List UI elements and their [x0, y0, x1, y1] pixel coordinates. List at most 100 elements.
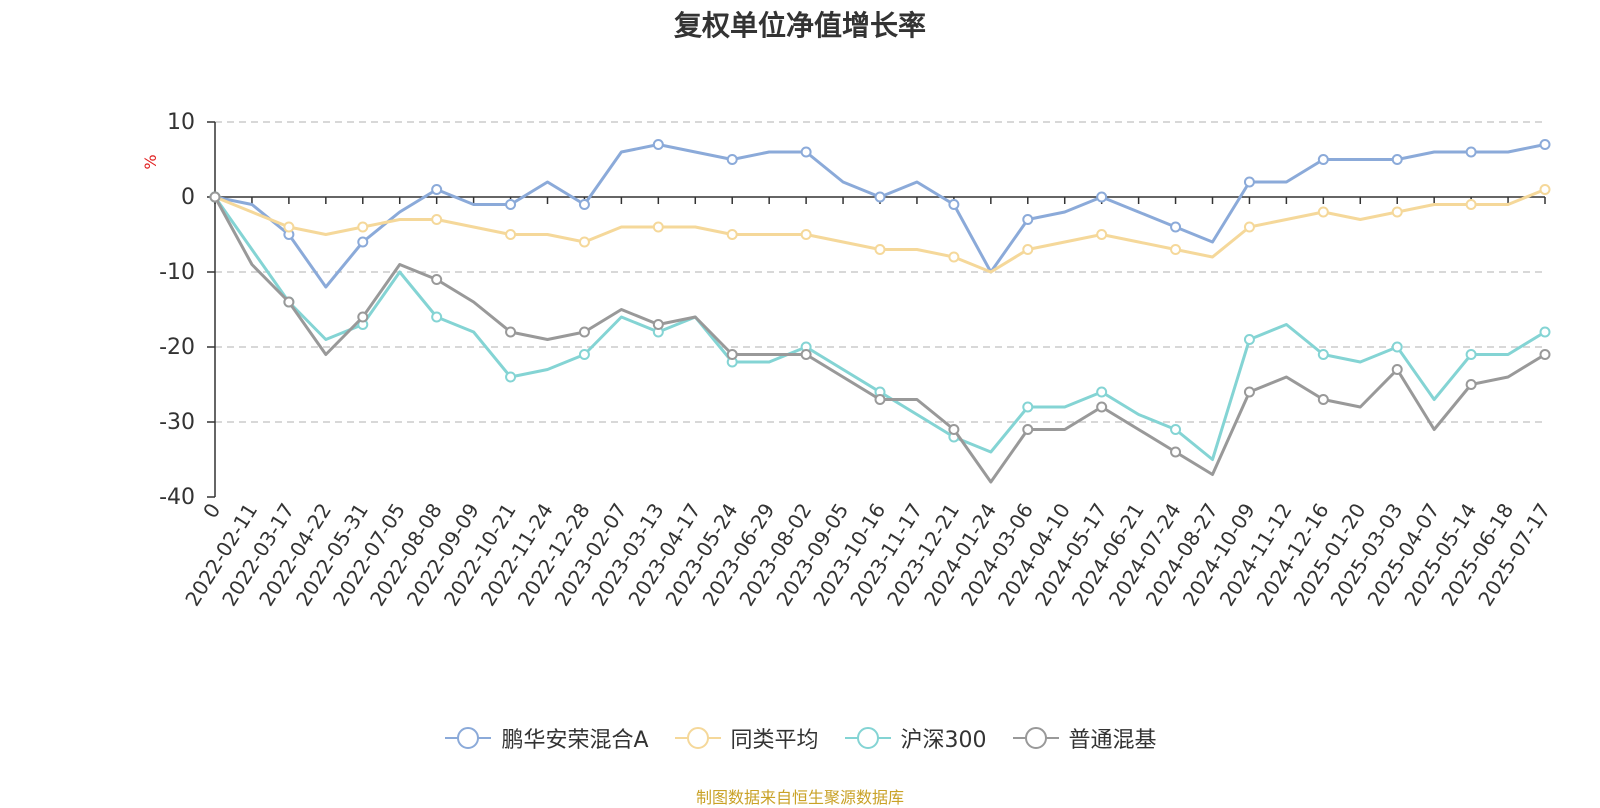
- data-point: [505, 229, 517, 240]
- data-point: [1539, 349, 1551, 360]
- data-point: [1465, 379, 1477, 390]
- data-point: [431, 311, 443, 323]
- data-point: [1170, 424, 1182, 435]
- legend-marker-icon: [1012, 727, 1059, 749]
- data-point: [578, 236, 590, 248]
- legend-item-2[interactable]: 同类平均: [673, 722, 819, 754]
- data-point: [726, 154, 738, 165]
- data-point: [578, 349, 590, 360]
- data-point: [578, 199, 590, 210]
- data-point: [431, 214, 443, 225]
- data-point: [357, 236, 369, 248]
- data-point: [1022, 244, 1034, 255]
- data-point: [1539, 184, 1551, 195]
- series-line: [213, 195, 1547, 484]
- data-point: [948, 199, 960, 210]
- data-point: [1170, 221, 1182, 233]
- axes: [207, 121, 1546, 498]
- series-2: [209, 184, 1551, 274]
- data-point: [726, 349, 738, 360]
- data-point: [1317, 394, 1329, 405]
- data-point: [357, 221, 369, 233]
- legend-marker-icon: [844, 727, 891, 749]
- data-point: [1391, 341, 1403, 353]
- data-point: [1243, 176, 1255, 188]
- legend-marker-icon: [674, 727, 721, 749]
- line-chart: 10 0 -10 -20 -30 -40 02022-02-112022-03-17202…: [141, 110, 1555, 610]
- x-tick-label: 0: [198, 499, 225, 523]
- data-point: [800, 349, 812, 360]
- data-point: [505, 199, 517, 210]
- y-tick-label: -10: [159, 260, 195, 285]
- data-point: [1465, 199, 1477, 210]
- data-point: [1391, 154, 1403, 165]
- legend-label: 同类平均: [730, 728, 819, 753]
- data-point: [874, 244, 886, 255]
- data-point: [1317, 206, 1329, 218]
- y-tick-label: -40: [159, 485, 195, 510]
- data-point: [1539, 326, 1551, 338]
- legend-label: 鹏华安荣混合A: [501, 728, 649, 753]
- data-point: [874, 191, 886, 203]
- data-point: [1317, 349, 1329, 360]
- data-point: [505, 371, 517, 383]
- data-point: [1096, 191, 1108, 203]
- data-point: [283, 221, 295, 233]
- x-tick-labels: 02022-02-112022-03-172022-04-222022-05-3…: [180, 499, 1555, 610]
- data-point: [948, 424, 960, 435]
- data-point: [800, 229, 812, 240]
- legend-item-3[interactable]: 沪深300: [843, 722, 987, 754]
- legend-label: 普通混基: [1068, 728, 1157, 753]
- data-point: [800, 146, 812, 158]
- data-point: [874, 394, 886, 405]
- data-point: [431, 184, 443, 195]
- data-point: [1391, 206, 1403, 218]
- data-point: [578, 326, 590, 338]
- legend-item-1[interactable]: 鹏华安荣混合A: [443, 722, 649, 754]
- legend: 鹏华安荣混合A 同类平均 沪深300 普通混基: [0, 722, 1600, 757]
- data-point: [209, 191, 221, 203]
- y-tick-label: 10: [167, 110, 195, 135]
- chart-title: 复权单位净值增长率: [673, 9, 926, 42]
- data-point: [431, 274, 443, 285]
- data-point: [1170, 244, 1182, 255]
- data-point: [1170, 446, 1182, 458]
- source-note: 制图数据来自恒生聚源数据库: [695, 788, 904, 807]
- data-point: [505, 326, 517, 338]
- data-point: [1096, 229, 1108, 240]
- y-tick-label: -20: [159, 335, 195, 360]
- data-point: [1243, 221, 1255, 233]
- data-point: [1465, 146, 1477, 158]
- series-3: [209, 191, 1551, 461]
- grid-lines: [215, 121, 1545, 423]
- data-point: [1096, 386, 1108, 398]
- data-point: [726, 229, 738, 240]
- y-tick-label: 0: [181, 185, 195, 210]
- data-point: [652, 221, 664, 233]
- data-point: [1022, 401, 1034, 413]
- data-point: [357, 311, 369, 323]
- y-tick-label: -30: [159, 410, 195, 435]
- data-point: [283, 296, 295, 308]
- legend-item-4[interactable]: 普通混基: [1011, 722, 1157, 754]
- data-point: [652, 319, 664, 330]
- data-point: [1022, 424, 1034, 435]
- data-point: [1391, 364, 1403, 375]
- data-point: [1465, 349, 1477, 360]
- y-axis-label: %: [141, 154, 160, 169]
- series-line: [213, 195, 1547, 461]
- y-tick-labels: 10 0 -10 -20 -30 -40: [159, 110, 195, 510]
- legend-label: 沪深300: [900, 728, 987, 753]
- data-point: [1539, 139, 1551, 150]
- data-point: [1243, 386, 1255, 398]
- legend-marker-icon: [445, 727, 492, 749]
- data-point: [1022, 214, 1034, 225]
- data-point: [1243, 334, 1255, 345]
- data-point: [1096, 401, 1108, 413]
- data-point: [652, 139, 664, 150]
- series-lines: [209, 139, 1551, 484]
- data-point: [948, 251, 960, 263]
- series-4: [209, 191, 1551, 484]
- data-point: [1317, 154, 1329, 165]
- series-1: [209, 139, 1551, 289]
